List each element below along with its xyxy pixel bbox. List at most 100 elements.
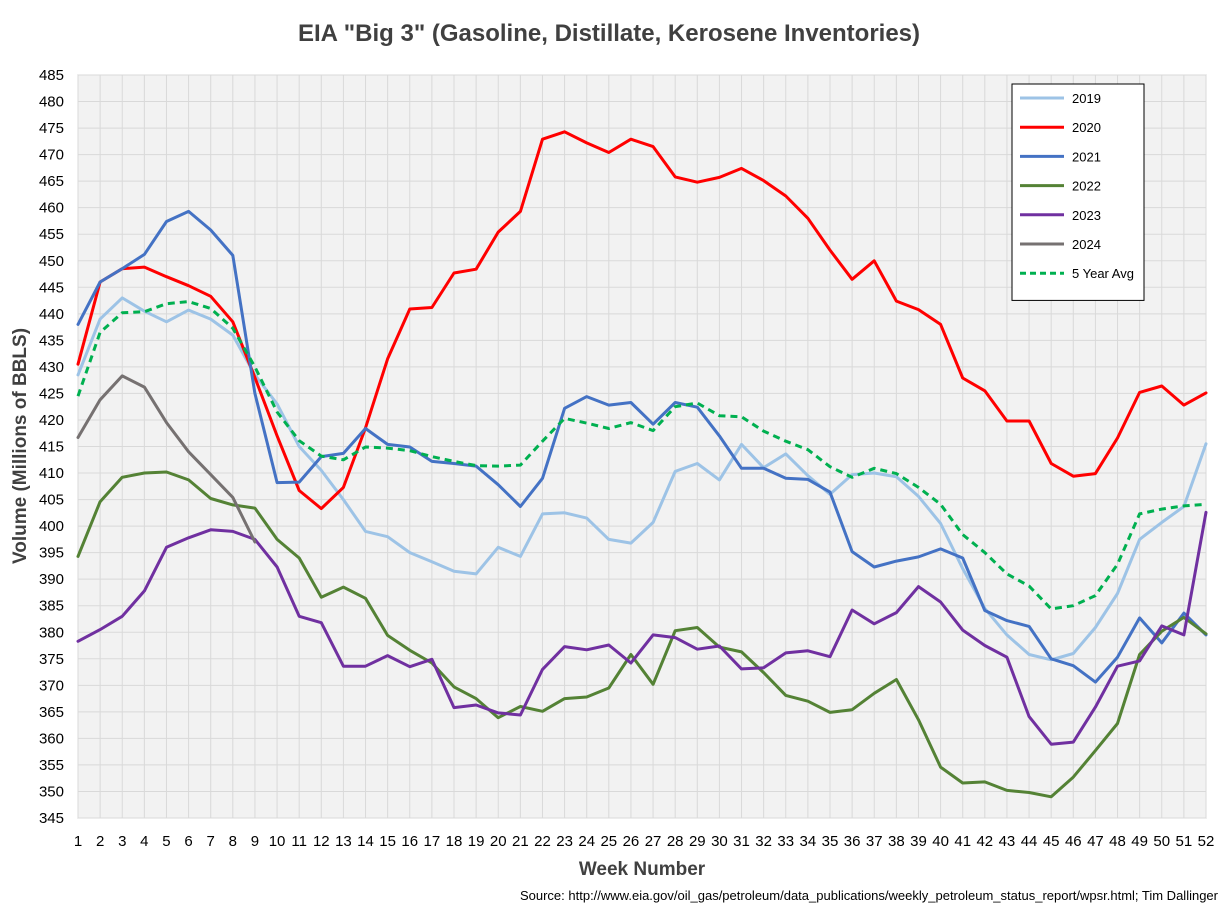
x-tick-label: 52 — [1198, 833, 1215, 850]
y-tick-label: 425 — [39, 385, 64, 402]
legend-label: 2023 — [1072, 208, 1101, 223]
x-tick-label: 27 — [645, 833, 662, 850]
series-line-2023 — [76, 510, 1208, 746]
y-tick-label: 440 — [39, 306, 64, 323]
x-tick-label: 3 — [118, 833, 126, 850]
x-tick-label: 34 — [800, 833, 817, 850]
legend-label: 2024 — [1072, 237, 1101, 252]
series-line-2020 — [76, 130, 1208, 511]
x-tick-label: 8 — [229, 833, 237, 850]
y-tick-label: 350 — [39, 783, 64, 800]
x-tick-label: 31 — [733, 833, 750, 850]
y-tick-label: 365 — [39, 704, 64, 721]
legend-label: 2021 — [1072, 149, 1101, 164]
x-tick-label: 41 — [954, 833, 971, 850]
series-line-2021 — [76, 209, 1208, 684]
x-tick-label: 33 — [777, 833, 794, 850]
x-tick-label: 9 — [251, 833, 259, 850]
x-tick-label: 23 — [556, 833, 573, 850]
y-tick-label: 480 — [39, 94, 64, 111]
series-line-5-year-avg — [76, 300, 1207, 611]
y-tick-label: 460 — [39, 200, 64, 217]
x-tick-label: 11 — [291, 833, 307, 850]
y-tick-label: 345 — [39, 810, 64, 827]
source-note: Source: http://www.eia.gov/oil_gas/petro… — [519, 888, 1218, 903]
x-tick-label: 42 — [976, 833, 993, 850]
x-tick-label: 29 — [689, 833, 706, 850]
y-tick-label: 355 — [39, 757, 64, 774]
y-tick-label: 450 — [39, 253, 64, 270]
x-tick-label: 16 — [401, 833, 418, 850]
x-tick-label: 35 — [822, 833, 839, 850]
y-tick-label: 485 — [39, 67, 64, 84]
legend: 2019 2020 2021 2022 2023 2024 5 Year Avg — [1011, 83, 1145, 301]
y-tick-label: 420 — [39, 412, 64, 429]
y-tick-label: 435 — [39, 332, 64, 349]
x-tick-label: 50 — [1153, 833, 1170, 850]
x-tick-label: 14 — [357, 833, 374, 850]
x-tick-label: 25 — [600, 833, 617, 850]
series-lines — [76, 130, 1208, 799]
legend-label: 2019 — [1072, 91, 1101, 106]
y-tick-label: 470 — [39, 147, 64, 164]
x-tick-label: 36 — [844, 833, 861, 850]
x-tick-label: 30 — [711, 833, 728, 850]
x-tick-label: 47 — [1087, 833, 1104, 850]
x-tick-label: 22 — [534, 833, 551, 850]
x-tick-label: 5 — [162, 833, 170, 850]
x-tick-label: 48 — [1109, 833, 1126, 850]
y-tick-label: 430 — [39, 359, 64, 376]
x-tick-label: 37 — [866, 833, 883, 850]
x-axis-ticks: 1 2 3 4 5 6 7 8 9 10 11 12 13 14 15 16 17 18 19 20 21 22 23 24 2… — [74, 833, 1215, 850]
y-tick-label: 410 — [39, 465, 64, 482]
x-tick-label: 6 — [184, 833, 192, 850]
y-tick-label: 475 — [39, 120, 64, 137]
y-tick-label: 415 — [39, 439, 64, 456]
legend-label: 5 Year Avg — [1072, 266, 1134, 281]
y-tick-label: 465 — [39, 173, 64, 190]
series-line-2024 — [76, 374, 257, 544]
x-tick-label: 4 — [140, 833, 148, 850]
y-tick-label: 455 — [39, 226, 64, 243]
x-tick-label: 46 — [1065, 833, 1082, 850]
y-tick-label: 390 — [39, 571, 64, 588]
x-tick-label: 51 — [1176, 833, 1193, 850]
series-line-2022 — [76, 470, 1208, 799]
legend-label: 2020 — [1072, 120, 1101, 135]
x-tick-label: 13 — [335, 833, 352, 850]
x-tick-label: 45 — [1043, 833, 1060, 850]
x-tick-label: 24 — [578, 833, 595, 850]
y-tick-label: 395 — [39, 545, 64, 562]
x-axis-title: Week Number — [579, 859, 706, 880]
y-tick-label: 370 — [39, 677, 64, 694]
x-tick-label: 2 — [96, 833, 104, 850]
legend-label: 2022 — [1072, 179, 1101, 194]
x-tick-label: 17 — [424, 833, 441, 850]
y-tick-label: 405 — [39, 492, 64, 509]
chart-title: EIA "Big 3" (Gasoline, Distillate, Keros… — [297, 20, 921, 47]
x-tick-label: 1 — [74, 833, 82, 850]
y-axis-ticks: 345 350 355 360 365 370 375 380 385 390 395 400 405 4… — [39, 67, 64, 827]
x-tick-label: 38 — [888, 833, 905, 850]
y-tick-label: 375 — [39, 651, 64, 668]
y-tick-label: 360 — [39, 730, 64, 747]
x-tick-label: 12 — [313, 833, 330, 850]
y-tick-label: 380 — [39, 624, 64, 641]
x-tick-label: 26 — [623, 833, 640, 850]
x-tick-label: 39 — [910, 833, 927, 850]
y-axis-title: Volume (Millions of BBLS) — [10, 328, 31, 564]
x-tick-label: 32 — [755, 833, 772, 850]
x-tick-label: 44 — [1021, 833, 1038, 850]
series-line-2019 — [76, 296, 1208, 662]
x-tick-label: 43 — [999, 833, 1016, 850]
x-tick-label: 40 — [932, 833, 949, 850]
x-tick-label: 49 — [1131, 833, 1148, 850]
x-tick-label: 10 — [269, 833, 286, 850]
x-tick-label: 21 — [512, 833, 529, 850]
x-tick-label: 7 — [207, 833, 215, 850]
x-tick-label: 18 — [446, 833, 463, 850]
y-tick-label: 400 — [39, 518, 64, 535]
x-tick-label: 20 — [490, 833, 507, 850]
x-tick-label: 19 — [468, 833, 485, 850]
